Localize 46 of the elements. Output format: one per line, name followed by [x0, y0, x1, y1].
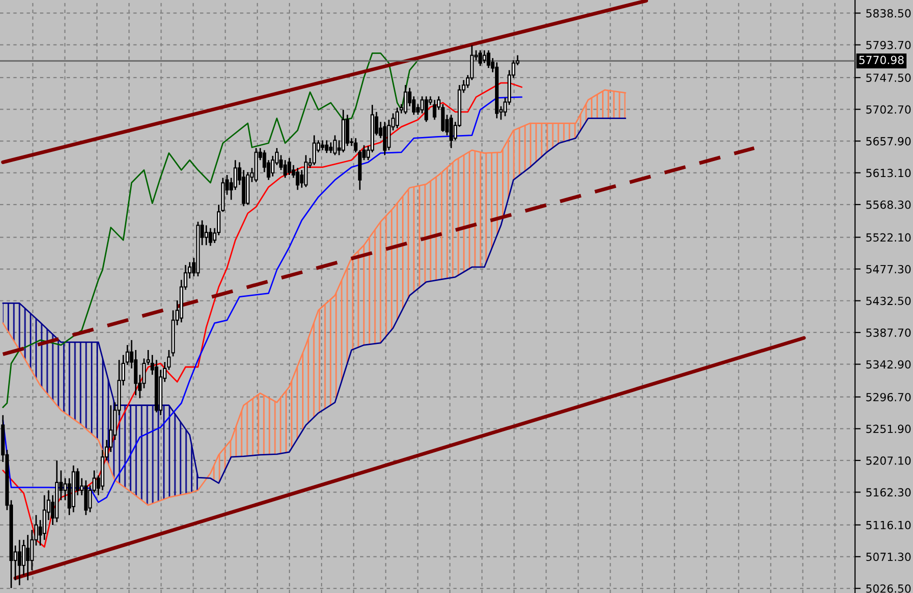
candlestick: [22, 539, 26, 576]
y-tick-label: 5522.10: [866, 233, 911, 242]
y-tick-label: 5387.70: [866, 328, 911, 337]
y-tick-label: 5296.70: [866, 392, 911, 402]
candlestick: [424, 96, 428, 123]
candlestick: [449, 114, 453, 149]
y-tick-label: 5568.30: [866, 200, 911, 209]
y-tick-label: 5477.30: [866, 264, 911, 274]
y-tick-label: 5116.10: [866, 520, 911, 530]
candlestick: [333, 134, 337, 156]
y-tick-label: 5207.10: [866, 456, 911, 465]
candlestick: [208, 227, 212, 247]
y-tick-label: 5747.50: [866, 74, 911, 82]
candlestick: [486, 50, 490, 69]
candlestick: [478, 50, 482, 67]
candlestick: [432, 99, 436, 120]
candlestick: [296, 167, 300, 191]
y-tick-label: 5342.90: [866, 360, 911, 369]
ref-line-label: 5770.98: [859, 56, 904, 64]
y-tick-label: 5613.10: [866, 168, 911, 178]
y-tick-label: 5838.50: [866, 9, 911, 18]
candlestick: [204, 224, 208, 246]
y-tick-label: 5657.90: [866, 137, 911, 146]
candlestick: [387, 119, 391, 151]
candlestick: [320, 140, 324, 151]
y-tick-label: 5793.70: [866, 40, 911, 50]
candlestick: [312, 134, 316, 166]
candlestick: [329, 142, 333, 154]
candlestick: [324, 140, 328, 154]
candlestick: [18, 539, 22, 586]
candlestick: [26, 534, 30, 581]
y-tick-label: 5162.30: [866, 488, 911, 497]
candlestick: [482, 50, 486, 64]
y-tick-label: 5026.50: [866, 584, 911, 593]
candlestick: [404, 84, 408, 115]
line-series: [2, 52, 419, 408]
y-tick-label: 5251.90: [866, 424, 911, 434]
candlestick: [304, 154, 308, 188]
candlestick: [283, 159, 287, 179]
y-tick-label: 5702.70: [866, 105, 911, 114]
candlestick: [287, 157, 292, 176]
y-tick-label: 5071.30: [866, 552, 911, 562]
candlestick: [382, 121, 387, 156]
candlestick: [395, 106, 400, 129]
candlestick: [346, 114, 350, 147]
y-tick-label: 5432.50: [866, 296, 911, 306]
